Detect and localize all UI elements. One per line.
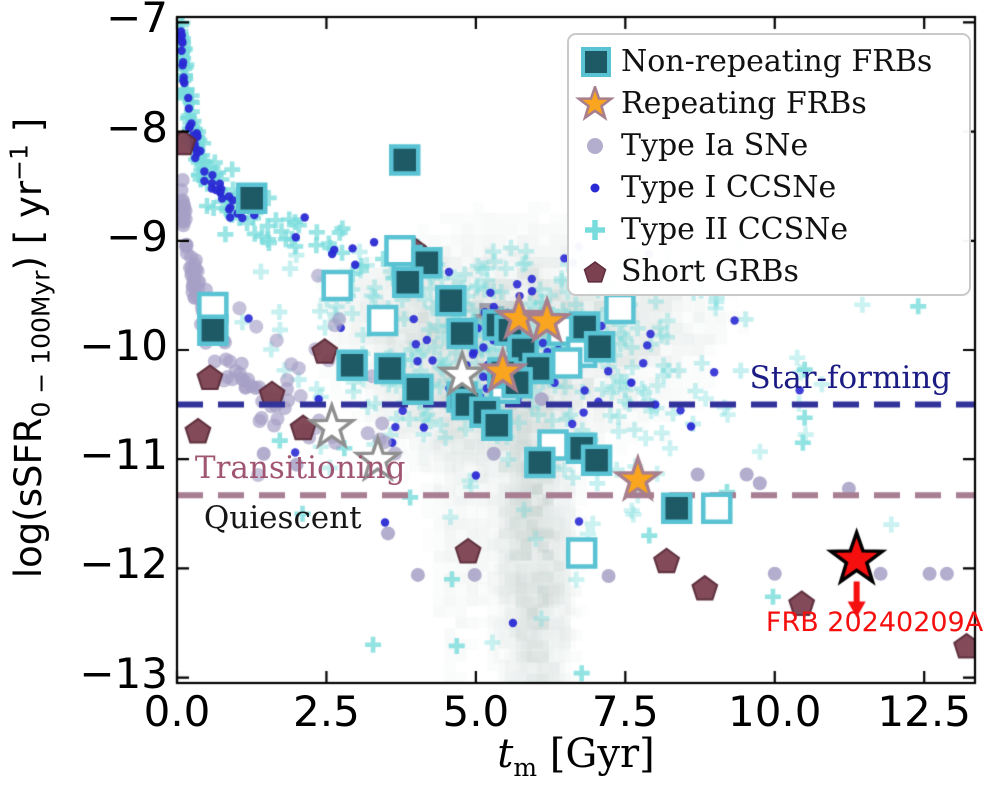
chart-canvas xyxy=(0,0,986,785)
scatter-plot-figure: log(sSFR0 − 100Myr) [ yr−1 ] tm [Gyr] St… xyxy=(0,0,986,785)
